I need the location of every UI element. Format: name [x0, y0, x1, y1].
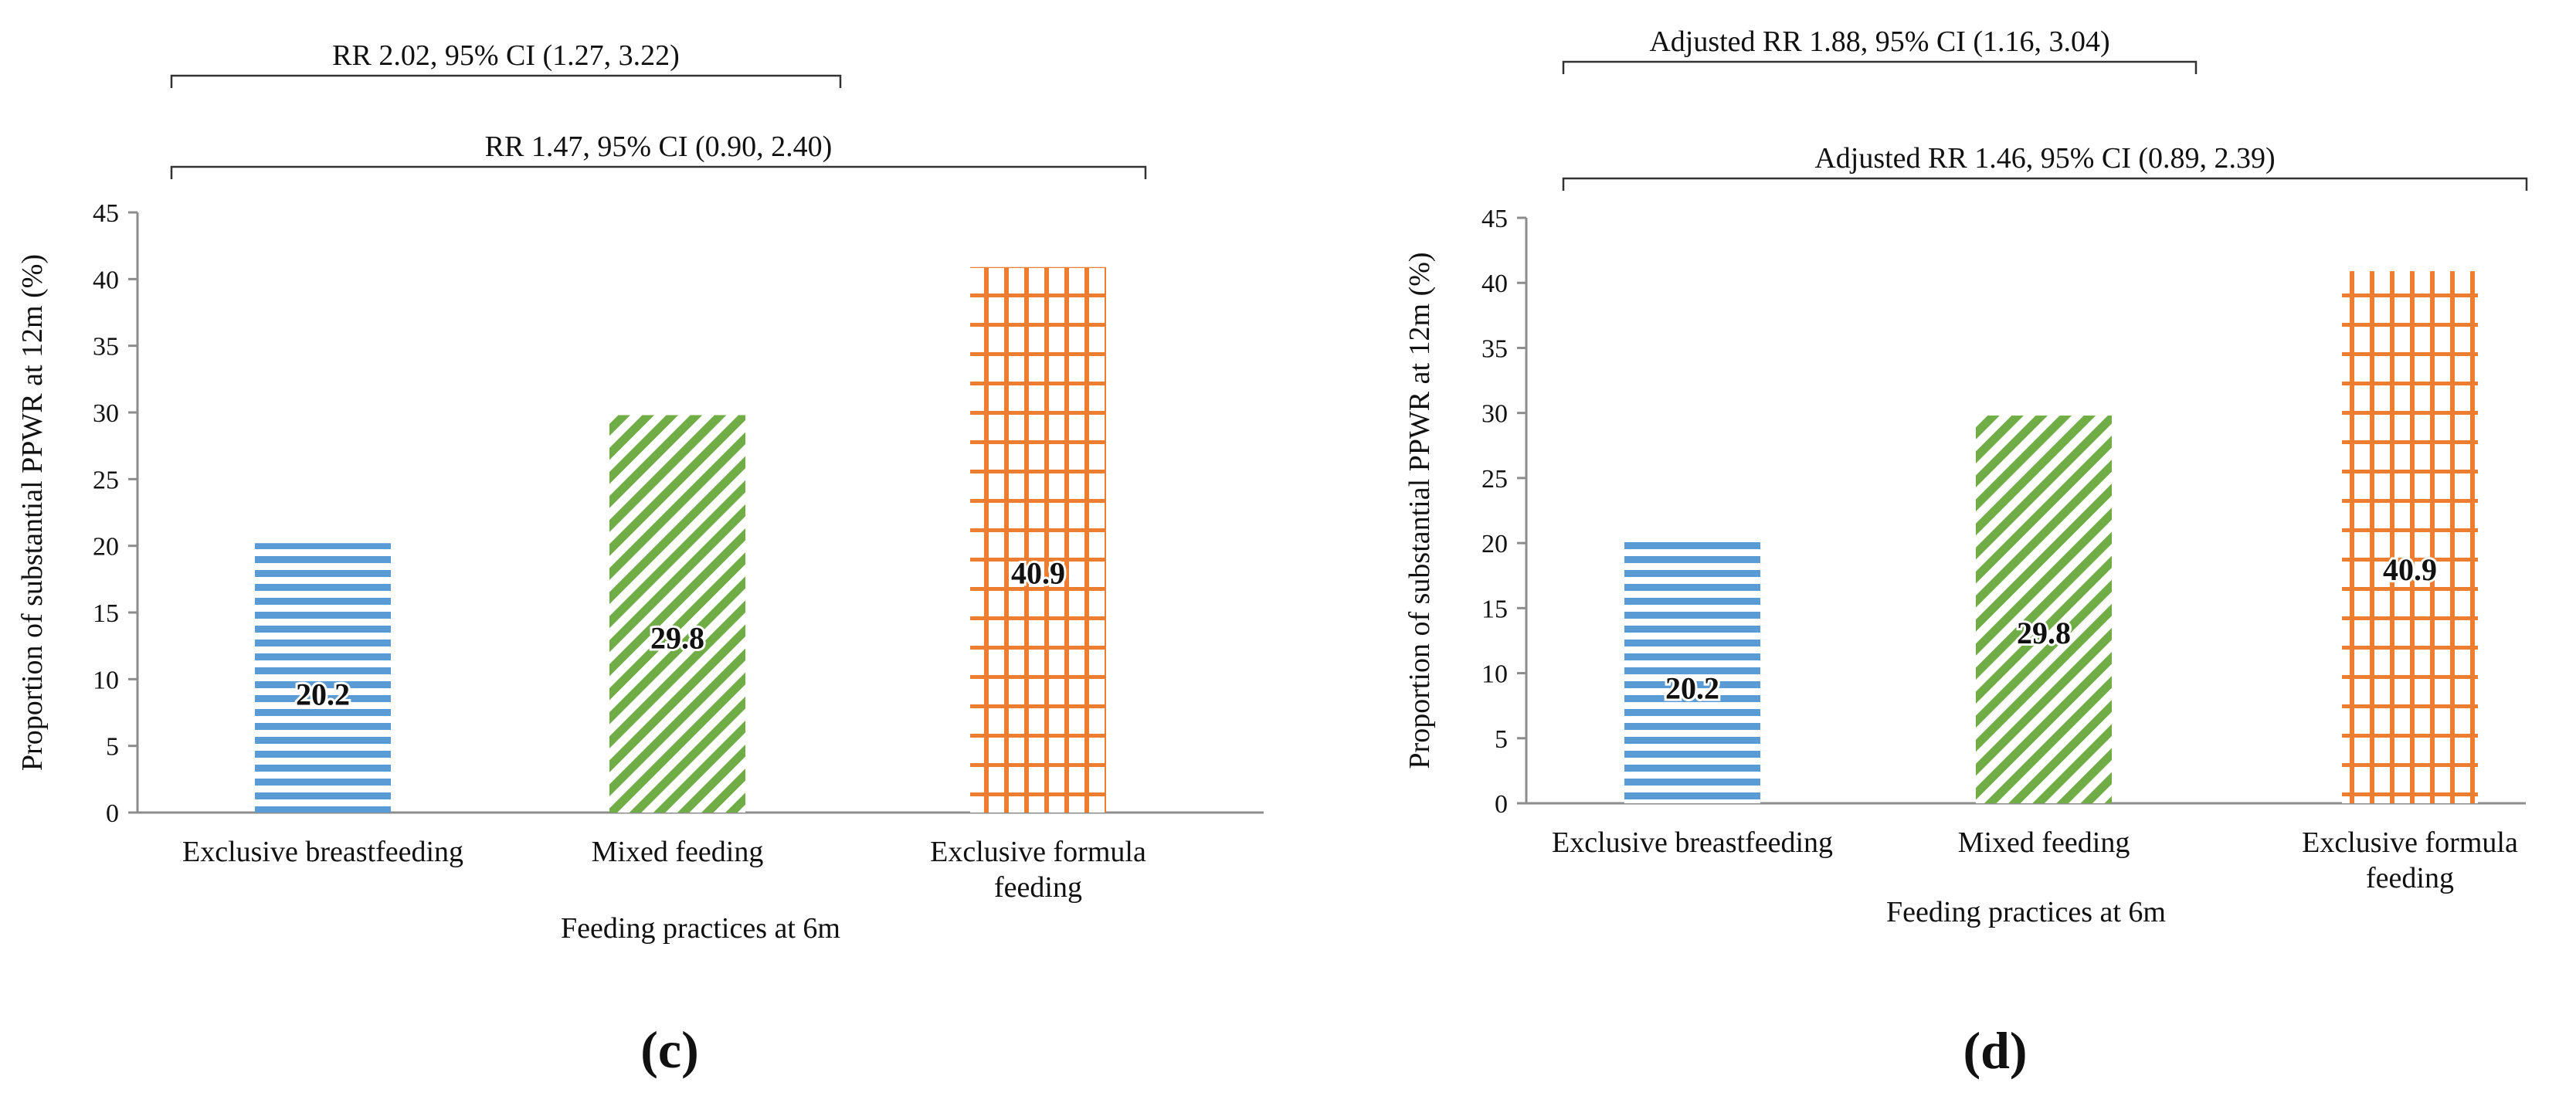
- y-tick-label: 45: [93, 199, 119, 228]
- bracket-label: Adjusted RR 1.46, 95% CI (0.89, 2.39): [1814, 142, 2275, 175]
- y-tick-label: 20: [93, 533, 119, 562]
- x-category-label: Exclusive breastfeeding: [1552, 826, 1833, 859]
- y-tick-label: 10: [1481, 660, 1508, 689]
- panel-label: (d): [1963, 1021, 2027, 1080]
- comparison-bracket: [170, 165, 1147, 179]
- bar-value-label: 40.9: [1011, 555, 1065, 590]
- y-tick-label: 5: [106, 733, 119, 762]
- bracket-label: RR 2.02, 95% CI (1.27, 3.22): [332, 39, 680, 72]
- y-tick-label: 35: [1481, 334, 1508, 363]
- bar-value-label: 40.9: [2383, 552, 2437, 587]
- comparison-bracket: [1562, 60, 2198, 74]
- x-category-label: feeding: [994, 871, 1082, 904]
- y-tick-label: 45: [1481, 205, 1508, 233]
- comparison-bracket: [170, 74, 842, 88]
- y-tick-label: 40: [93, 266, 119, 294]
- y-tick-label: 40: [1481, 270, 1508, 298]
- y-tick-label: 15: [1481, 595, 1508, 623]
- x-category-label: Mixed feeding: [592, 836, 764, 868]
- y-tick-label: 0: [1495, 790, 1508, 819]
- x-category-label: Mixed feeding: [1958, 826, 2130, 859]
- y-tick-label: 35: [93, 333, 119, 361]
- x-axis-label: Feeding practices at 6m: [561, 912, 840, 945]
- bar: [255, 543, 391, 813]
- bar-value-label: 29.8: [2017, 616, 2071, 650]
- bar-value-label: 29.8: [650, 621, 704, 656]
- y-tick-label: 25: [93, 466, 119, 494]
- bar: [1624, 540, 1760, 803]
- x-category-label: Exclusive breastfeeding: [182, 836, 463, 868]
- y-tick-label: 15: [93, 599, 119, 628]
- y-tick-label: 30: [1481, 400, 1508, 429]
- x-category-label: Exclusive formula: [2302, 826, 2518, 859]
- y-tick-label: 5: [1495, 725, 1508, 754]
- bracket-label: RR 1.47, 95% CI (0.90, 2.40): [485, 131, 833, 163]
- y-tick-label: 25: [1481, 465, 1508, 494]
- chart-panel-c: 0 5 10 15 20 25 30 35 40 45 Proportion of substant…: [16, 39, 1264, 1079]
- bar-value-label: 20.2: [1665, 670, 1719, 705]
- chart-panel-d: 0 5 10 15 20 25 30 35 40 45 Proportion of substant…: [1403, 25, 2528, 1080]
- y-tick-label: 0: [106, 799, 119, 828]
- bar: [2342, 271, 2478, 803]
- bar: [1976, 416, 2112, 803]
- bar-value-label: 20.2: [296, 677, 350, 712]
- x-category-label: Exclusive formula: [930, 836, 1146, 868]
- x-axis-label: Feeding practices at 6m: [1886, 896, 2166, 928]
- comparison-bracket: [1562, 177, 2528, 191]
- y-tick-label: 20: [1481, 530, 1508, 558]
- panel-label: (c): [640, 1020, 698, 1079]
- y-tick-label: 10: [93, 666, 119, 694]
- x-category-label: feeding: [2366, 862, 2454, 894]
- bracket-label: Adjusted RR 1.88, 95% CI (1.16, 3.04): [1649, 25, 2109, 58]
- bar: [609, 415, 745, 813]
- bar: [970, 266, 1106, 813]
- y-tick-label: 30: [93, 399, 119, 428]
- y-axis-label: Proportion of substantial PPWR at 12m (%…: [1403, 252, 1436, 769]
- y-axis-label: Proportion of substantial PPWR at 12m (%…: [16, 254, 49, 771]
